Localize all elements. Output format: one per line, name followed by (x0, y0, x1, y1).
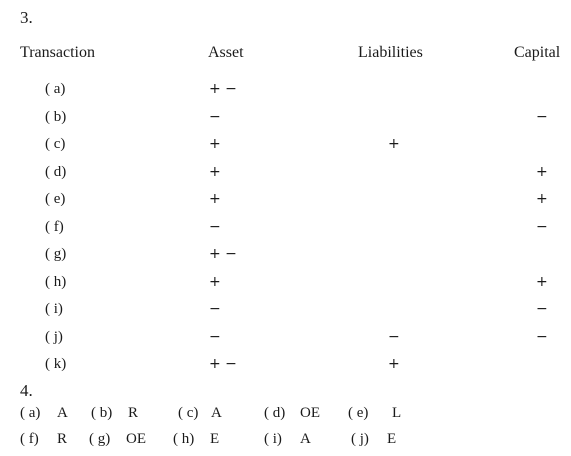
answer-label: ( c) (178, 405, 199, 421)
transaction-label: ( i) (45, 301, 63, 317)
answer-value: E (387, 431, 397, 447)
transaction-label: ( h) (45, 273, 67, 290)
asset-effect: − (209, 301, 221, 317)
answer-label: ( g) (89, 431, 111, 447)
liabilities-effect: + (388, 136, 400, 152)
capital-effect: + (536, 191, 548, 207)
transaction-label: ( b) (45, 108, 67, 125)
header-liabilities: Liabilities (358, 44, 423, 61)
asset-effect: + (209, 136, 221, 152)
answer-label: ( h) (173, 431, 195, 447)
section-4-label: 4. (20, 381, 33, 400)
answer-label: ( i) (264, 431, 282, 447)
section-3-label: 3. (20, 8, 33, 27)
transaction-label: ( g) (45, 246, 67, 262)
answer-label: ( e) (348, 405, 369, 421)
asset-effect: − (209, 328, 221, 345)
header-capital: Capital (514, 44, 561, 61)
answer-value: A (211, 405, 222, 421)
asset-effect: + − (209, 246, 237, 262)
liabilities-effect: − (388, 328, 400, 345)
answer-value: L (392, 405, 402, 421)
transaction-label: ( e) (45, 191, 66, 207)
asset-effect: − (209, 108, 221, 125)
asset-effect: + (209, 191, 221, 207)
capital-effect: − (536, 108, 548, 125)
asset-effect: + − (209, 356, 237, 372)
liabilities-effect: + (388, 356, 400, 372)
answer-value: OE (300, 405, 320, 421)
answer-label: ( f) (20, 431, 39, 447)
transaction-label: ( f) (45, 218, 64, 235)
answer-label: ( j) (351, 431, 369, 447)
answer-label: ( b) (91, 405, 113, 421)
answer-value: A (57, 405, 68, 421)
capital-effect: − (536, 218, 548, 235)
transaction-label: ( d) (45, 163, 67, 180)
transaction-label: ( a) (45, 81, 66, 97)
capital-effect: − (536, 328, 548, 345)
answer-value: OE (126, 431, 146, 447)
asset-effect: + (209, 163, 221, 180)
answer-value: E (210, 431, 220, 447)
capital-effect: + (536, 273, 548, 290)
asset-effect: + − (209, 81, 237, 97)
capital-effect: + (536, 163, 548, 180)
asset-effect: − (209, 218, 221, 235)
answer-value: R (128, 405, 139, 421)
transaction-label: ( c) (45, 136, 66, 152)
answer-label: ( a) (20, 405, 41, 421)
transaction-label: ( k) (45, 356, 67, 372)
asset-effect: + (209, 273, 221, 290)
transaction-label: ( j) (45, 328, 63, 345)
answer-label: ( d) (264, 405, 286, 421)
capital-effect: − (536, 301, 548, 317)
answer-value: R (57, 431, 68, 447)
header-asset: Asset (208, 44, 244, 61)
answer-value: A (300, 431, 311, 447)
header-transaction: Transaction (20, 44, 95, 61)
